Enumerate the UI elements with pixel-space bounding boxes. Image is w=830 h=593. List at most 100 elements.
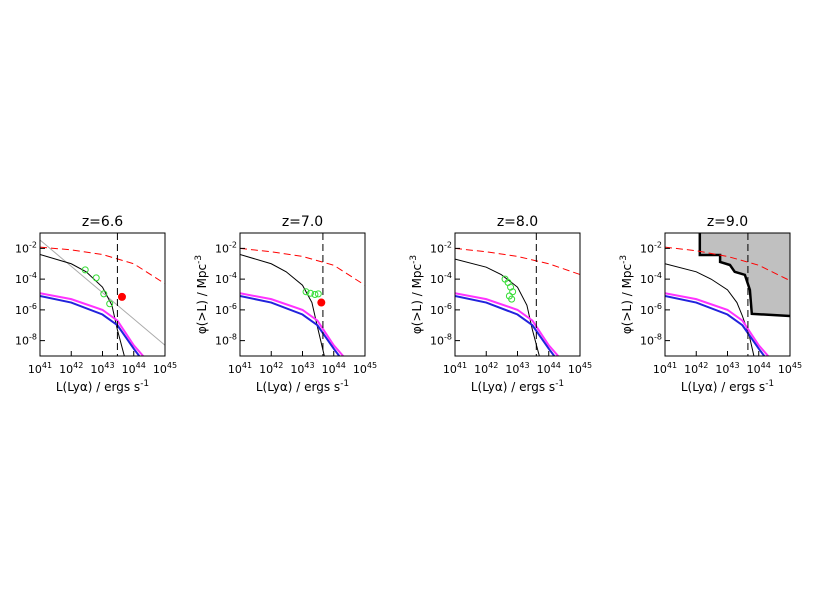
tick-base: 10 xyxy=(430,304,444,317)
curve xyxy=(665,295,766,356)
panel-title: z=7.0 xyxy=(282,214,323,230)
y-tick-label: 10-4 xyxy=(215,271,237,286)
label-text: φ(>L) / Mpc xyxy=(620,264,634,334)
tick-exponent: 42 xyxy=(273,361,283,370)
data-point xyxy=(81,266,89,274)
tick-exponent: 41 xyxy=(667,361,677,370)
tick-base: 10 xyxy=(653,363,667,376)
x-tick-label: 1045 xyxy=(353,361,377,376)
tick-base: 10 xyxy=(322,363,336,376)
tick-base: 10 xyxy=(640,273,654,286)
y-tick-label: 10-8 xyxy=(640,333,662,348)
x-tick-label: 1045 xyxy=(568,361,592,376)
y-tick-label: 10-2 xyxy=(15,240,37,255)
y-tick-label: 10-8 xyxy=(430,333,452,348)
x-tick-label: 1044 xyxy=(322,361,346,376)
plot-frame xyxy=(39,232,166,357)
x-axis-label: L(Lyα) / ergs s-1 xyxy=(56,379,149,394)
x-axis-label: L(Lyα) / ergs s-1 xyxy=(471,379,564,394)
tick-exponent: -6 xyxy=(444,302,452,311)
tick-base: 10 xyxy=(640,304,654,317)
tick-exponent: -8 xyxy=(444,333,452,342)
x-tick-label: 1043 xyxy=(715,361,739,376)
tick-base: 10 xyxy=(778,363,792,376)
tick-base: 10 xyxy=(474,363,488,376)
y-axis-label: φ(>L) / Mpc-3 xyxy=(409,255,424,334)
tick-base: 10 xyxy=(747,363,761,376)
tick-exponent: 44 xyxy=(551,361,561,370)
x-tick-label: 1042 xyxy=(259,361,283,376)
label-text: φ(>L) / Mpc xyxy=(195,264,209,334)
tick-base: 10 xyxy=(505,363,519,376)
tick-exponent: 42 xyxy=(698,361,708,370)
tick-base: 10 xyxy=(568,363,582,376)
tick-exponent: -4 xyxy=(29,271,37,280)
x-tick-label: 1043 xyxy=(505,361,529,376)
x-tick-label: 1044 xyxy=(537,361,561,376)
x-axis-label: L(Lyα) / ergs s-1 xyxy=(681,379,774,394)
panel xyxy=(40,233,165,356)
panel-title: z=9.0 xyxy=(707,214,748,230)
label-exponent: -1 xyxy=(765,379,774,389)
curve xyxy=(240,295,341,356)
tick-exponent: 41 xyxy=(242,361,252,370)
label-text: L(Lyα) / ergs s xyxy=(471,380,555,394)
tick-base: 10 xyxy=(15,242,29,255)
tick-base: 10 xyxy=(59,363,73,376)
tick-base: 10 xyxy=(15,335,29,348)
data-point xyxy=(106,300,114,308)
tick-base: 10 xyxy=(353,363,367,376)
tick-base: 10 xyxy=(684,363,698,376)
label-text: L(Lyα) / ergs s xyxy=(681,380,765,394)
tick-base: 10 xyxy=(15,304,29,317)
tick-exponent: 43 xyxy=(729,361,739,370)
curve xyxy=(40,246,165,285)
x-tick-label: 1045 xyxy=(153,361,177,376)
tick-base: 10 xyxy=(215,242,229,255)
tick-base: 10 xyxy=(228,363,242,376)
y-tick-label: 10-8 xyxy=(215,333,237,348)
y-tick-label: 10-8 xyxy=(15,333,37,348)
plot-frame xyxy=(239,232,366,357)
data-point xyxy=(311,291,319,298)
label-exponent: -1 xyxy=(340,379,349,389)
label-text: L(Lyα) / ergs s xyxy=(256,380,340,394)
curve xyxy=(455,292,559,356)
tick-base: 10 xyxy=(215,304,229,317)
y-tick-label: 10-6 xyxy=(640,302,662,317)
curve xyxy=(455,258,540,356)
label-exponent: -1 xyxy=(555,379,564,389)
x-tick-label: 1044 xyxy=(747,361,771,376)
tick-exponent: -2 xyxy=(654,240,662,249)
x-axis-label: L(Lyα) / ergs s-1 xyxy=(256,379,349,394)
label-exponent: -1 xyxy=(140,379,149,389)
tick-base: 10 xyxy=(215,335,229,348)
data-point xyxy=(508,295,516,303)
tick-exponent: -6 xyxy=(654,302,662,311)
y-tick-label: 10-2 xyxy=(430,240,452,255)
label-exponent: -3 xyxy=(194,255,204,264)
tick-exponent: -6 xyxy=(29,302,37,311)
tick-exponent: -2 xyxy=(444,240,452,249)
tick-base: 10 xyxy=(640,242,654,255)
curve xyxy=(240,247,365,286)
tick-base: 10 xyxy=(640,335,654,348)
label-text: L(Lyα) / ergs s xyxy=(56,380,140,394)
y-tick-label: 10-4 xyxy=(430,271,452,286)
label-exponent: -3 xyxy=(409,255,419,264)
tick-exponent: 41 xyxy=(457,361,467,370)
x-tick-label: 1042 xyxy=(474,361,498,376)
panel-title: z=6.6 xyxy=(82,214,123,230)
tick-base: 10 xyxy=(28,363,42,376)
data-point xyxy=(314,290,322,298)
x-tick-label: 1041 xyxy=(28,361,52,376)
y-tick-label: 10-2 xyxy=(215,240,237,255)
tick-exponent: -4 xyxy=(654,271,662,280)
y-tick-label: 10-4 xyxy=(15,271,37,286)
data-point xyxy=(92,274,100,282)
y-tick-label: 10-4 xyxy=(640,271,662,286)
tick-base: 10 xyxy=(430,335,444,348)
curve xyxy=(665,263,755,356)
x-tick-label: 1043 xyxy=(290,361,314,376)
